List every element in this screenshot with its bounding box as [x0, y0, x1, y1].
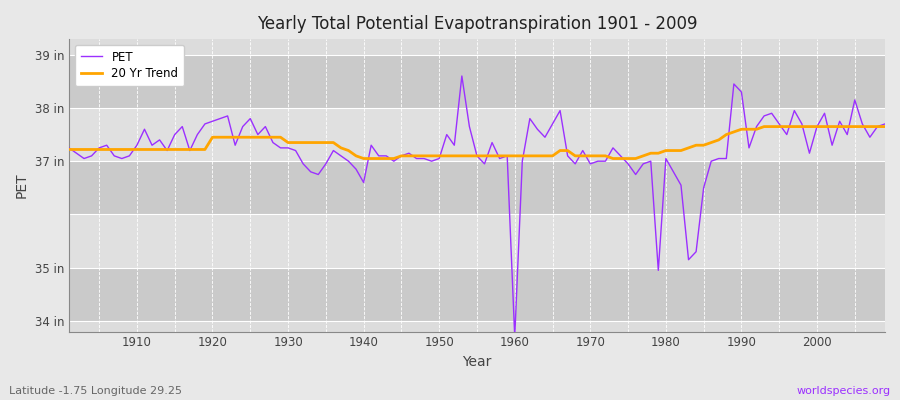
PET: [509, 334, 520, 339]
PET: [336, 154, 346, 158]
Bar: [69, 214, 885, 268]
20 Yr Trend: [608, 156, 618, 161]
PET: [615, 154, 626, 158]
Bar: [69, 108, 885, 161]
Line: 20 Yr Trend: 20 Yr Trend: [69, 126, 885, 158]
20 Yr Trend: [517, 154, 527, 158]
PET: [456, 74, 467, 78]
20 Yr Trend: [336, 146, 346, 150]
Bar: [69, 55, 885, 108]
PET: [290, 148, 301, 153]
Bar: [69, 161, 885, 214]
20 Yr Trend: [509, 154, 520, 158]
X-axis label: Year: Year: [463, 355, 491, 369]
20 Yr Trend: [879, 124, 890, 129]
Text: Latitude -1.75 Longitude 29.25: Latitude -1.75 Longitude 29.25: [9, 386, 182, 396]
PET: [525, 116, 535, 121]
20 Yr Trend: [64, 147, 75, 152]
20 Yr Trend: [290, 140, 301, 145]
Y-axis label: PET: PET: [15, 172, 29, 198]
Title: Yearly Total Potential Evapotranspiration 1901 - 2009: Yearly Total Potential Evapotranspiratio…: [256, 15, 698, 33]
PET: [879, 122, 890, 126]
20 Yr Trend: [759, 124, 769, 129]
Text: worldspecies.org: worldspecies.org: [796, 386, 891, 396]
Legend: PET, 20 Yr Trend: PET, 20 Yr Trend: [75, 45, 184, 86]
20 Yr Trend: [358, 156, 369, 161]
PET: [64, 146, 75, 150]
PET: [124, 154, 135, 158]
20 Yr Trend: [124, 147, 135, 152]
Bar: [69, 268, 885, 321]
Line: PET: PET: [69, 76, 885, 337]
PET: [517, 159, 527, 164]
